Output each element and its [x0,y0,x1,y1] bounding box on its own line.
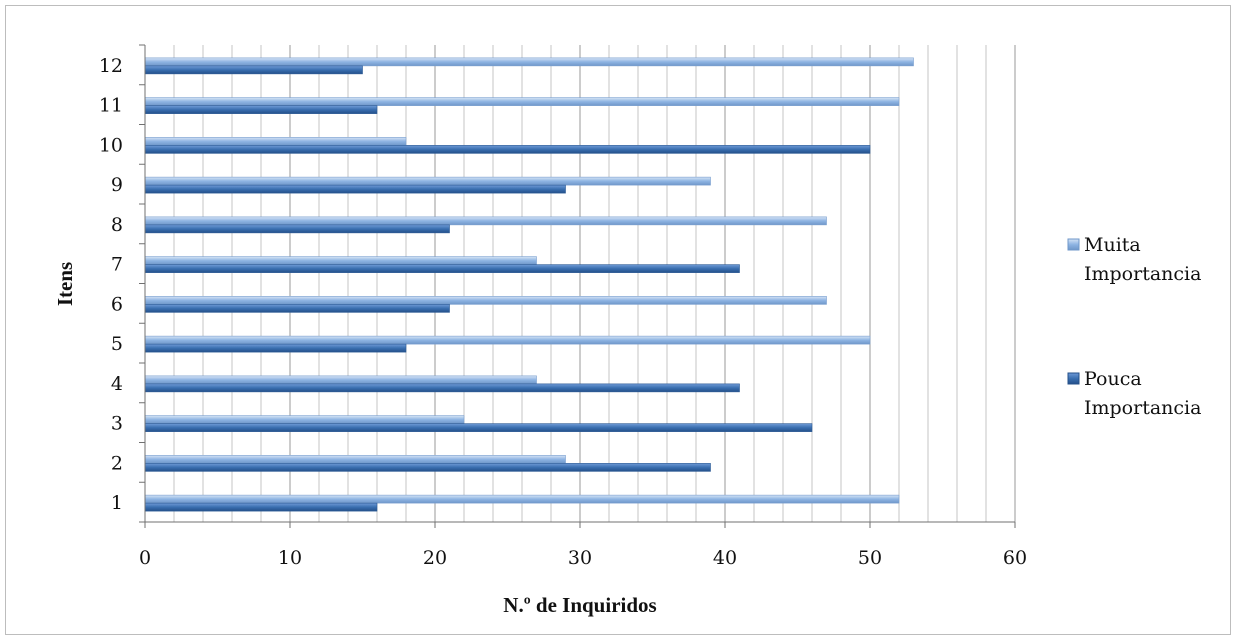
x-tick-label: 40 [713,547,737,569]
bars [144,57,914,512]
bar-pouca-item-9 [144,184,566,194]
y-axis-title: Itens [53,262,77,306]
y-tick-label: 3 [111,413,123,435]
bar-muita-item-5 [144,335,871,345]
y-tick-label: 7 [111,254,123,276]
bar-pouca-item-2 [144,463,711,472]
bar-muita-item-11 [144,97,900,106]
y-tick-label: 2 [111,452,123,474]
bar-muita-item-9 [144,176,711,186]
legend-label-muita-importancia-line2: Importancia [1084,263,1201,285]
bar-pouca-item-10 [144,145,871,154]
y-tick-label: 10 [99,134,123,156]
legend-label-pouca-importancia: Pouca [1084,368,1142,390]
bar-pouca-item-3 [144,423,813,432]
gridlines [173,45,1016,522]
y-tick-label: 1 [111,492,123,514]
y-tick-label: 4 [111,373,123,395]
x-tick-label: 30 [568,547,592,569]
y-tick-label: 9 [111,174,123,196]
bar-muita-item-12 [144,57,914,67]
bar-pouca-item-5 [144,343,407,353]
y-tick-label: 11 [99,95,123,117]
y-tick-label: 5 [111,333,123,355]
x-tick-label: 20 [423,547,447,569]
bar-pouca-item-12 [144,65,363,75]
legend-label-pouca-importancia-line2: Importancia [1084,397,1201,419]
x-tick-label: 60 [1003,547,1027,569]
bar-muita-item-4 [144,375,537,385]
bar-pouca-item-11 [144,105,378,114]
bar-muita-item-1 [144,494,900,504]
bar-muita-item-7 [144,256,537,265]
x-tick-label: 10 [278,547,302,569]
bar-muita-item-10 [144,137,407,146]
bar-pouca-item-6 [144,304,450,313]
bar-pouca-item-8 [144,224,450,234]
bar-pouca-item-7 [144,264,740,273]
y-tick-label: 8 [111,214,123,236]
legend-swatch-muita-importancia [1067,238,1080,251]
x-tick-label: 50 [858,547,882,569]
bar-muita-item-8 [144,216,827,226]
bar-muita-item-3 [144,415,465,424]
bar-pouca-item-4 [144,383,740,393]
y-tick-label: 12 [99,55,123,77]
bar-muita-item-2 [144,455,566,464]
legend-swatch-pouca-importancia [1067,372,1080,385]
legend: Muita Importancia Pouca Importancia [1067,234,1201,419]
y-tick-label: 6 [111,293,123,315]
bar-pouca-item-1 [144,502,378,512]
x-axis-title: N.º de Inquiridos [503,593,656,617]
legend-label-muita-importancia: Muita [1084,234,1141,256]
bar-muita-item-6 [144,296,827,305]
x-tick-label: 0 [139,547,151,569]
